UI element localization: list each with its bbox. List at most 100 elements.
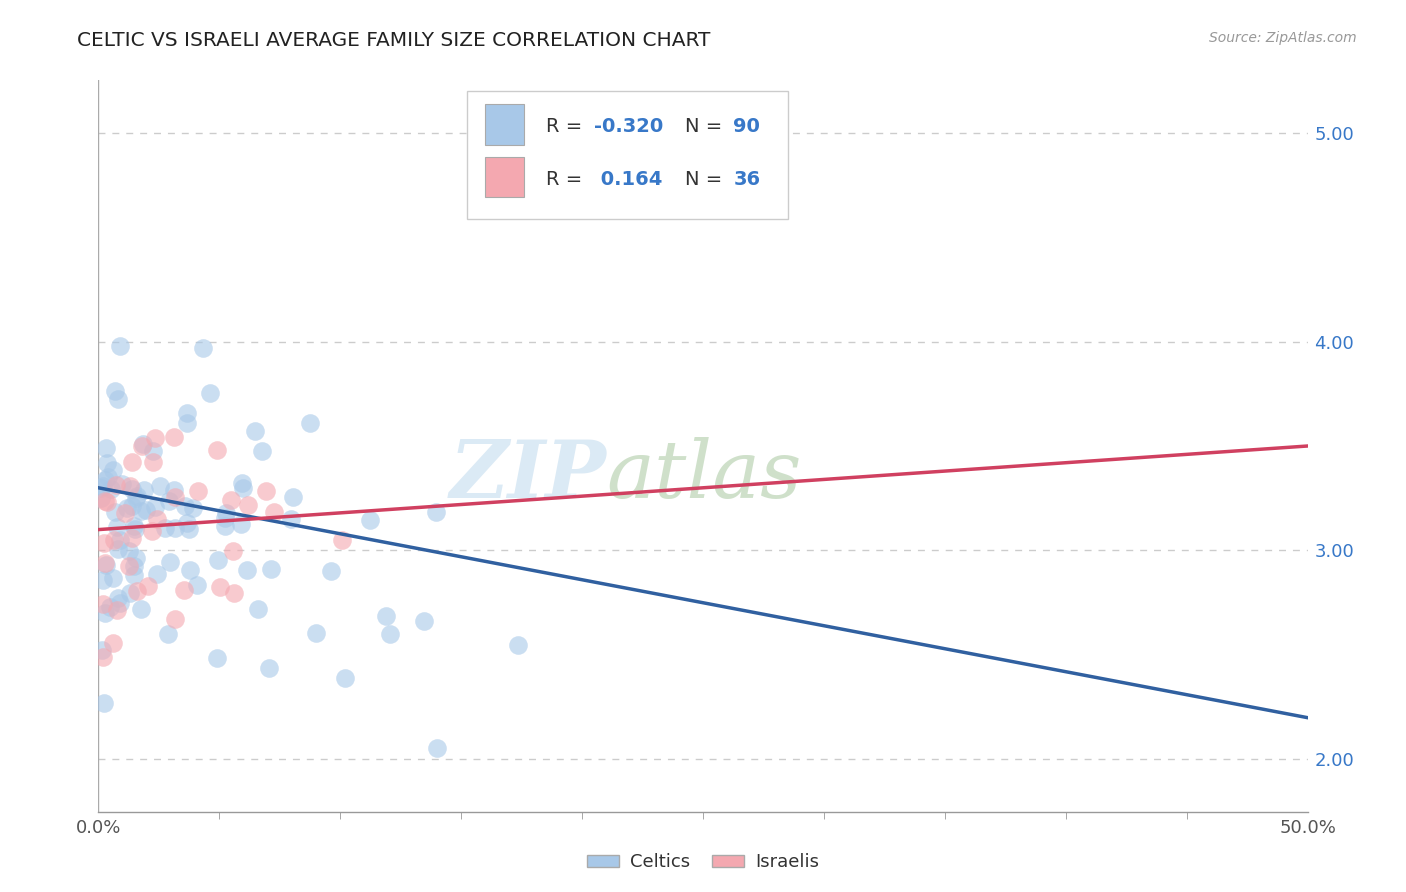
Point (131, 602, 153, 616)
FancyBboxPatch shape (485, 104, 524, 145)
Point (90, 491, 112, 506)
Point (176, 417, 198, 431)
Point (222, 586, 245, 600)
Point (378, 627, 401, 641)
Point (145, 512, 167, 526)
Point (257, 661, 280, 675)
Point (176, 406, 198, 420)
Text: R =: R = (546, 117, 588, 136)
Point (231, 475, 253, 490)
Point (146, 566, 169, 581)
Point (94, 556, 117, 570)
Point (142, 455, 165, 469)
Point (375, 608, 398, 623)
Point (117, 500, 139, 515)
Point (91, 479, 114, 493)
Point (101, 463, 124, 477)
FancyBboxPatch shape (485, 157, 524, 197)
Point (100, 482, 122, 496)
Point (157, 627, 180, 641)
Point (107, 591, 129, 605)
Point (93, 696, 115, 710)
Point (104, 384, 127, 399)
Point (118, 558, 141, 573)
Point (333, 671, 356, 685)
Point (163, 612, 186, 626)
Point (159, 555, 181, 569)
Point (143, 500, 166, 514)
Point (132, 483, 155, 497)
Text: ZIP: ZIP (450, 436, 606, 514)
Point (143, 431, 166, 445)
Text: 0.164: 0.164 (595, 169, 662, 188)
Point (124, 558, 146, 573)
Text: -0.320: -0.320 (595, 117, 664, 136)
Point (174, 500, 197, 514)
Point (125, 550, 148, 565)
Point (101, 636, 124, 650)
Point (122, 568, 145, 582)
Point (215, 506, 238, 520)
Point (136, 579, 159, 593)
Point (425, 505, 447, 519)
Point (319, 564, 342, 578)
Text: 90: 90 (734, 117, 761, 136)
Point (101, 571, 124, 585)
Point (187, 484, 209, 499)
Point (250, 444, 273, 458)
Point (94, 606, 117, 620)
Point (254, 483, 277, 498)
Point (163, 483, 186, 497)
Point (247, 602, 270, 616)
Point (105, 520, 128, 534)
Point (222, 544, 245, 558)
Point (214, 510, 236, 524)
Point (238, 498, 260, 512)
Point (94, 558, 117, 573)
Point (141, 524, 163, 538)
Point (198, 386, 221, 401)
Legend: Celtics, Israelis: Celtics, Israelis (579, 847, 827, 879)
Point (98, 600, 121, 615)
Point (131, 438, 153, 452)
Point (413, 614, 436, 628)
Text: N =: N = (685, 117, 728, 136)
Point (305, 626, 328, 640)
Text: atlas: atlas (606, 436, 801, 514)
Point (205, 651, 228, 665)
Point (298, 416, 321, 430)
Point (281, 490, 304, 504)
Point (159, 494, 181, 508)
Point (108, 596, 131, 610)
Point (214, 518, 236, 533)
Point (108, 533, 131, 547)
Point (163, 430, 186, 444)
Text: Source: ZipAtlas.com: Source: ZipAtlas.com (1209, 31, 1357, 45)
Point (153, 521, 176, 535)
Point (127, 490, 149, 504)
Text: N =: N = (685, 169, 728, 188)
Point (94, 473, 117, 487)
Point (426, 741, 449, 756)
Point (186, 578, 208, 592)
Point (121, 531, 143, 545)
Point (149, 479, 172, 493)
Point (105, 477, 128, 491)
Point (221, 493, 243, 508)
Point (121, 482, 143, 496)
Point (124, 522, 146, 536)
Point (96, 456, 118, 470)
Point (330, 533, 353, 547)
Point (179, 563, 201, 577)
Point (177, 522, 200, 536)
Point (107, 392, 129, 406)
Point (90, 481, 112, 495)
Point (207, 553, 229, 567)
Point (176, 516, 198, 530)
Point (280, 511, 302, 525)
Point (110, 477, 132, 491)
Point (193, 341, 215, 355)
Point (263, 505, 285, 519)
Text: R =: R = (546, 169, 588, 188)
Point (91, 573, 114, 587)
